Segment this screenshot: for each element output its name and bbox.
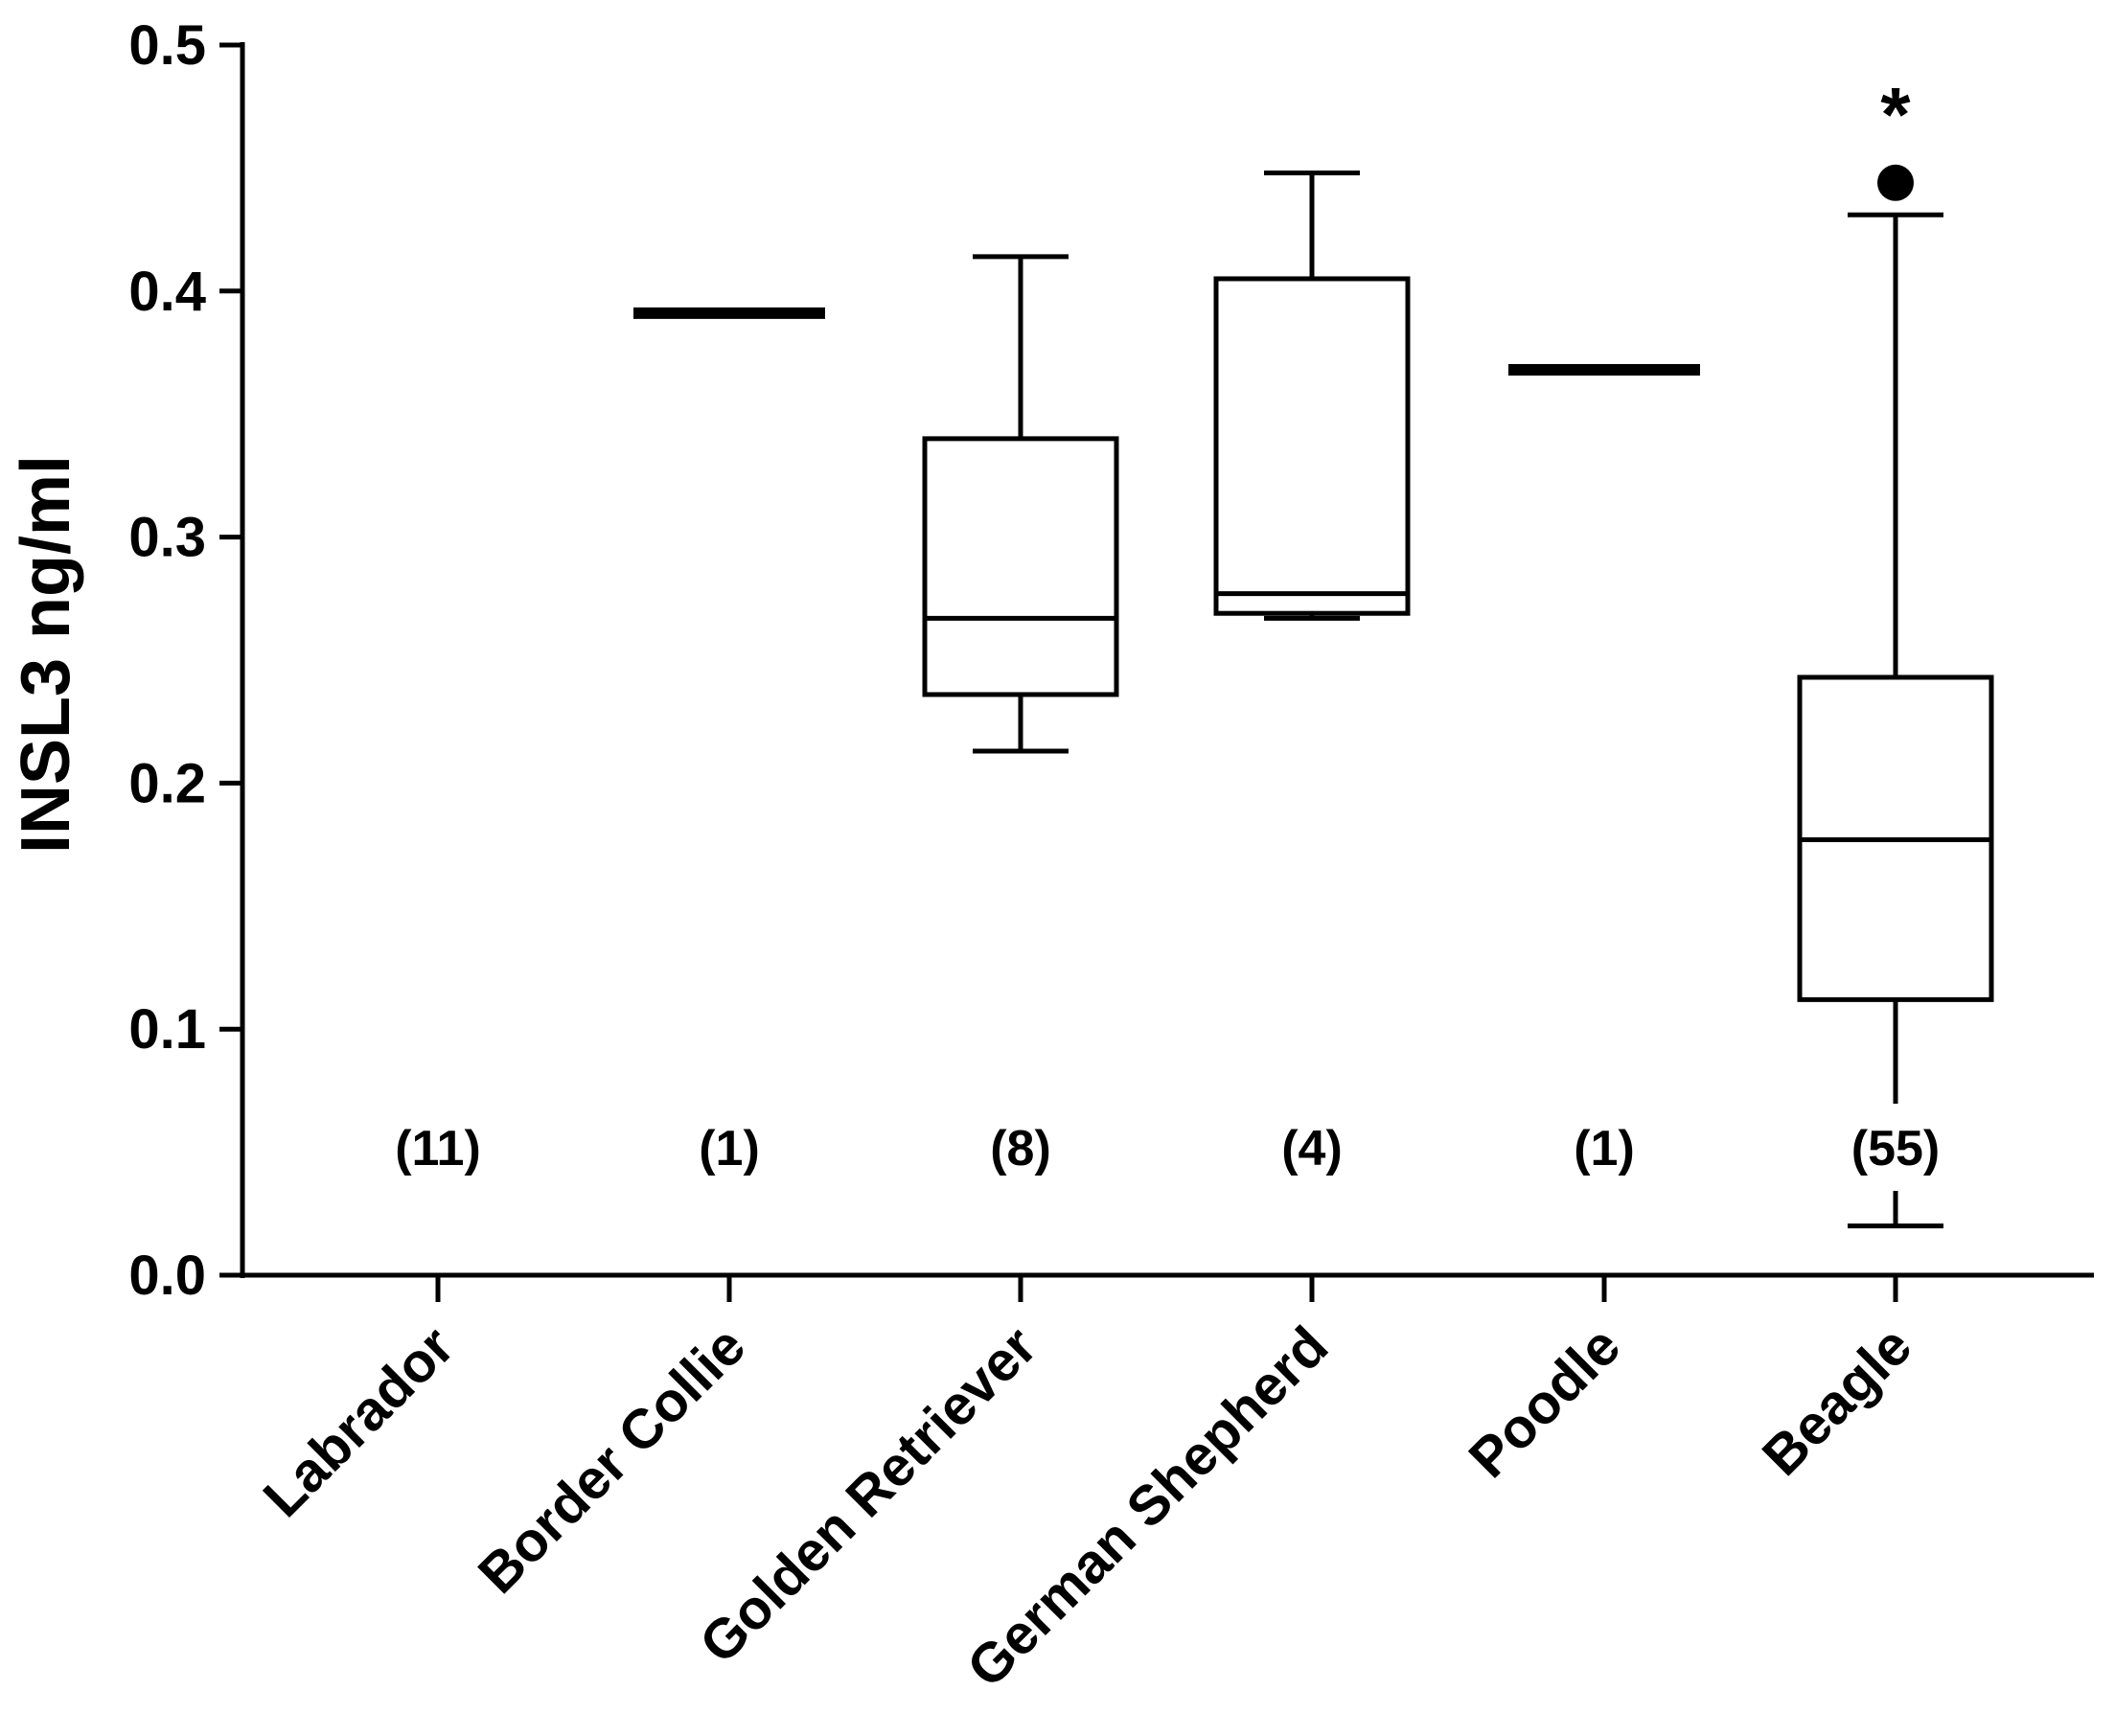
x-tick-label: Poodle <box>1458 1314 1633 1490</box>
box-group <box>922 254 1119 754</box>
y-tick-label: 0.2 <box>128 752 206 814</box>
box-group: * <box>1797 72 1994 1229</box>
x-tick-label: Border Collie <box>467 1314 757 1605</box>
sample-size-label: (1) <box>699 1121 760 1176</box>
y-tick-label: 0.4 <box>128 261 206 323</box>
y-tick-label: 0.1 <box>128 998 206 1061</box>
box-iqr <box>922 436 1119 697</box>
sample-size-label: (55) <box>1851 1121 1940 1176</box>
y-axis-label: INSL3 ng/ml <box>8 455 84 854</box>
x-tick-label: Labrador <box>251 1314 466 1529</box>
significance-marker: * <box>1880 72 1911 157</box>
box-group <box>1213 171 1411 621</box>
y-tick-label: 0.3 <box>128 507 206 569</box>
y-axis: 0.0 0.1 0.2 0.3 0.4 0.5 <box>128 14 245 1307</box>
x-tick-label: Beagle <box>1751 1314 1923 1487</box>
box-plot-series: * <box>633 72 1994 1229</box>
sample-size-label: (1) <box>1574 1121 1635 1176</box>
sample-size-label: (11) <box>395 1121 481 1176</box>
sample-size-label: (8) <box>990 1121 1051 1176</box>
outlier-point <box>1877 164 1914 201</box>
box-iqr <box>1213 276 1411 616</box>
y-tick-label: 0.0 <box>128 1245 206 1307</box>
sample-size-label: (4) <box>1281 1121 1343 1176</box>
y-tick-label: 0.5 <box>128 14 206 77</box>
